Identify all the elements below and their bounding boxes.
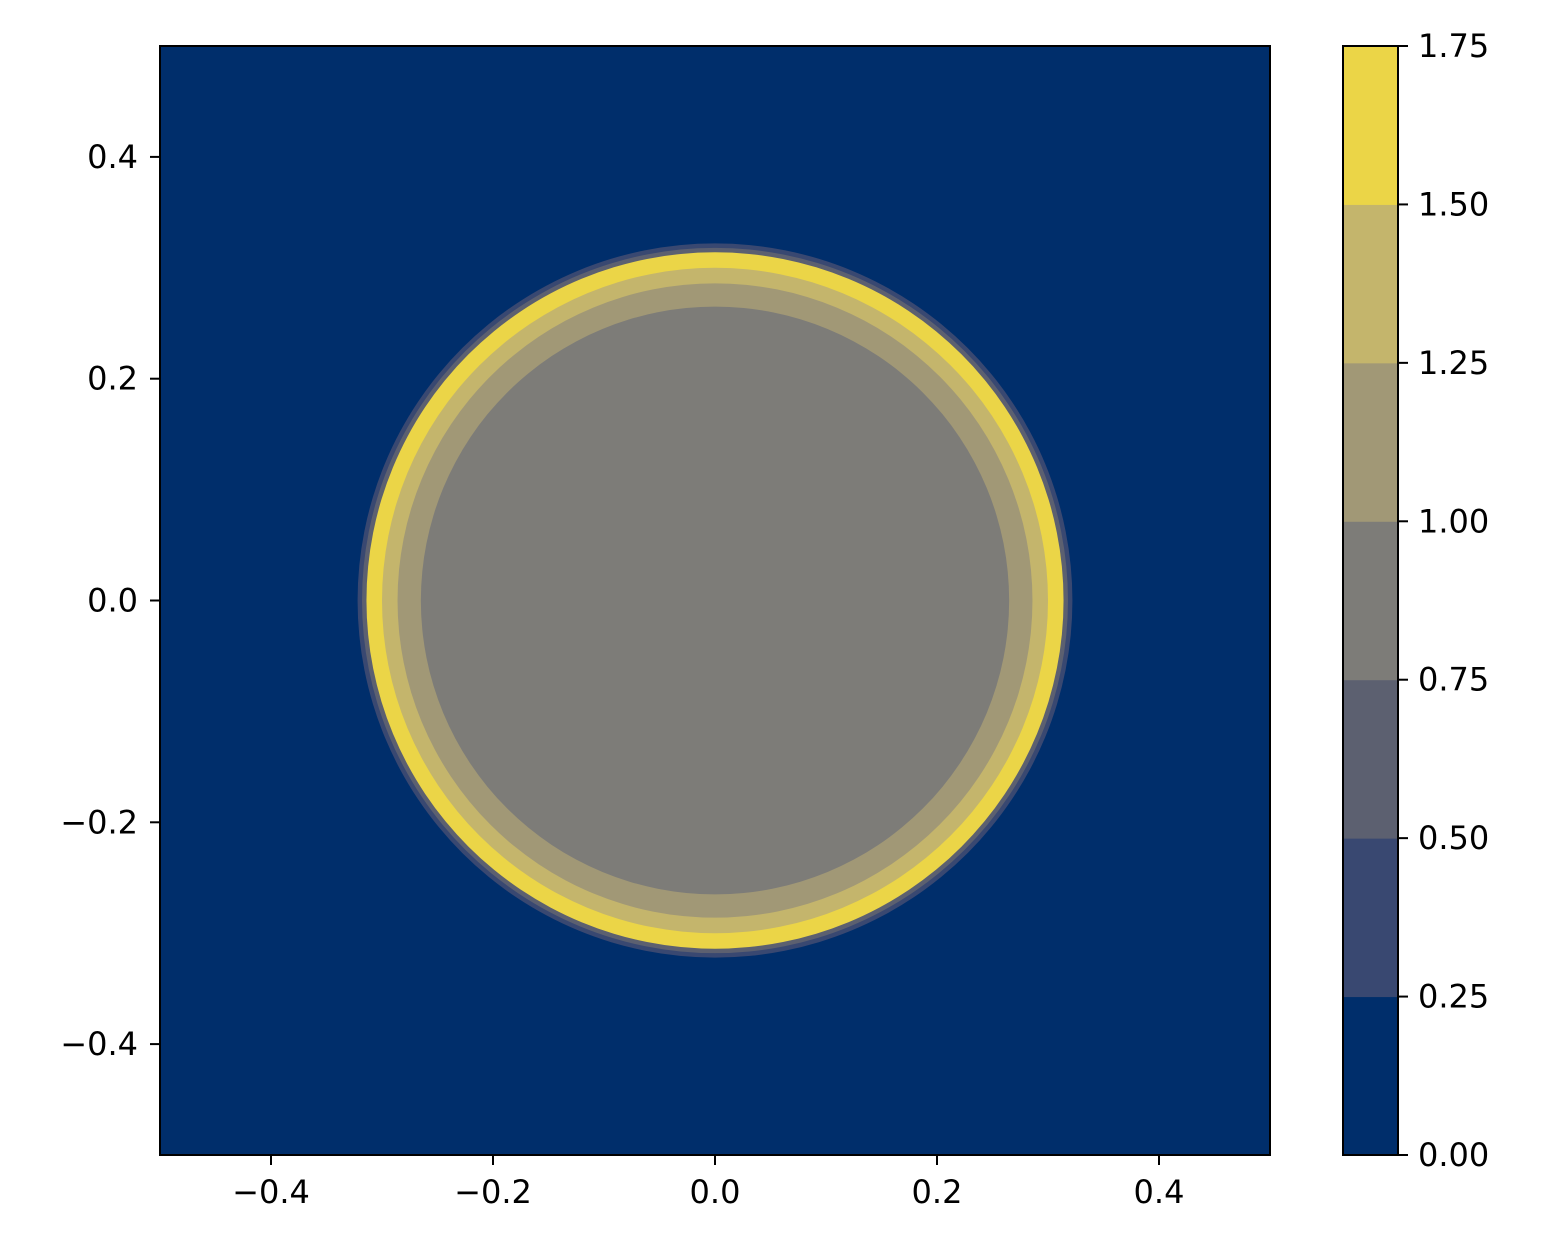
- y-tick-label: 0.2: [87, 360, 138, 398]
- y-tick-label: −0.2: [60, 803, 138, 841]
- colorbar-tick-label: 0.00: [1418, 1136, 1489, 1174]
- colorbar-tick-label: 1.25: [1418, 344, 1489, 382]
- colorbar-tick-label: 0.75: [1418, 661, 1489, 699]
- x-tick-label: 0.2: [912, 1173, 963, 1211]
- y-tick-label: 0.4: [87, 138, 138, 176]
- colorbar-tick-label: 1.00: [1418, 502, 1489, 540]
- colorbar-tick-label: 1.50: [1418, 185, 1489, 223]
- colorbar-segment-1: [1343, 838, 1398, 998]
- x-tick-label: −0.4: [232, 1173, 310, 1211]
- x-tick-label: 0.0: [690, 1173, 741, 1211]
- x-tick-label: −0.2: [454, 1173, 532, 1211]
- colorbar-frame: [1342, 45, 1399, 1156]
- y-tick-label: 0.0: [87, 582, 138, 620]
- colorbar-tick-label: 0.50: [1418, 819, 1489, 857]
- x-tick-label: 0.4: [1134, 1173, 1185, 1211]
- plot-area: [160, 46, 1270, 1155]
- contour-ring-5: [420, 306, 1010, 895]
- colorbar-segment-0: [1343, 996, 1398, 1156]
- colorbar-segment-3: [1343, 521, 1398, 681]
- colorbar-segment-4: [1343, 362, 1398, 522]
- colorbar-tick-label: 1.75: [1418, 27, 1489, 65]
- colorbar: 0.00 0.25 0.50 0.75 1.00 1.25 1.50 1.75: [1342, 27, 1489, 1174]
- colorbar-segment-2: [1343, 679, 1398, 839]
- colorbar-segment-6: [1343, 46, 1398, 205]
- colorbar-tick-label: 0.25: [1418, 978, 1489, 1016]
- y-tick-label: −0.4: [60, 1025, 138, 1063]
- colorbar-segment-5: [1343, 204, 1398, 364]
